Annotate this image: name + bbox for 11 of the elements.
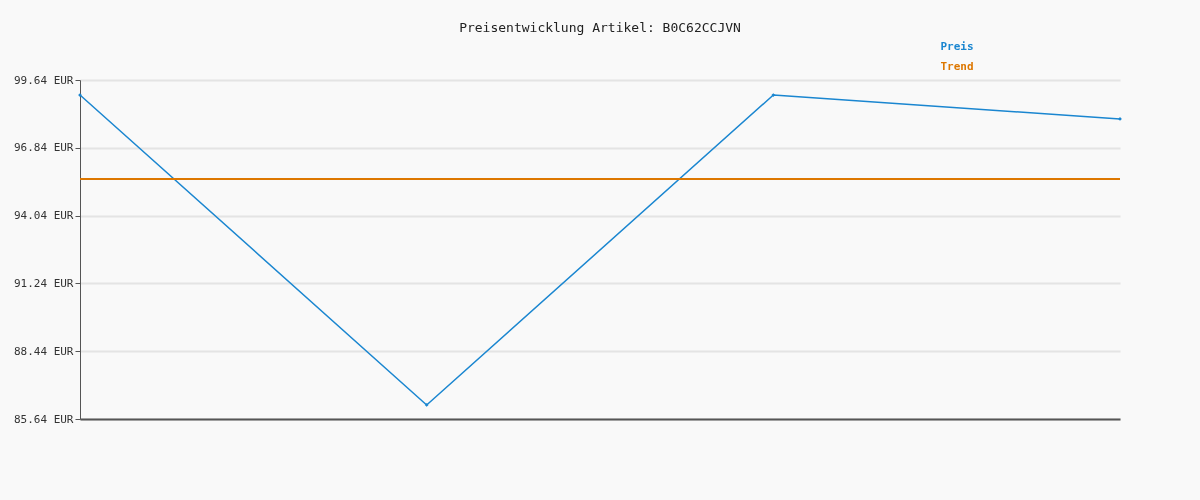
y-tick-label: 99.64 EUR: [13, 73, 74, 87]
chart-title: Preisentwicklung Artikel: B0C62CCJVN: [459, 20, 741, 35]
y-tick-label: 96.84 EUR: [13, 141, 74, 155]
point: [424, 403, 429, 407]
y-tick-label: 94.04 EUR: [13, 209, 74, 223]
text: Trend: [940, 60, 974, 73]
y-tick-label: 85.64 EUR: [13, 412, 74, 426]
y-tick-label: 91.24 EUR: [13, 276, 74, 290]
y-tick-label: 88.44 EUR: [13, 344, 74, 358]
text: Preis: [940, 40, 974, 53]
point: [771, 93, 776, 97]
